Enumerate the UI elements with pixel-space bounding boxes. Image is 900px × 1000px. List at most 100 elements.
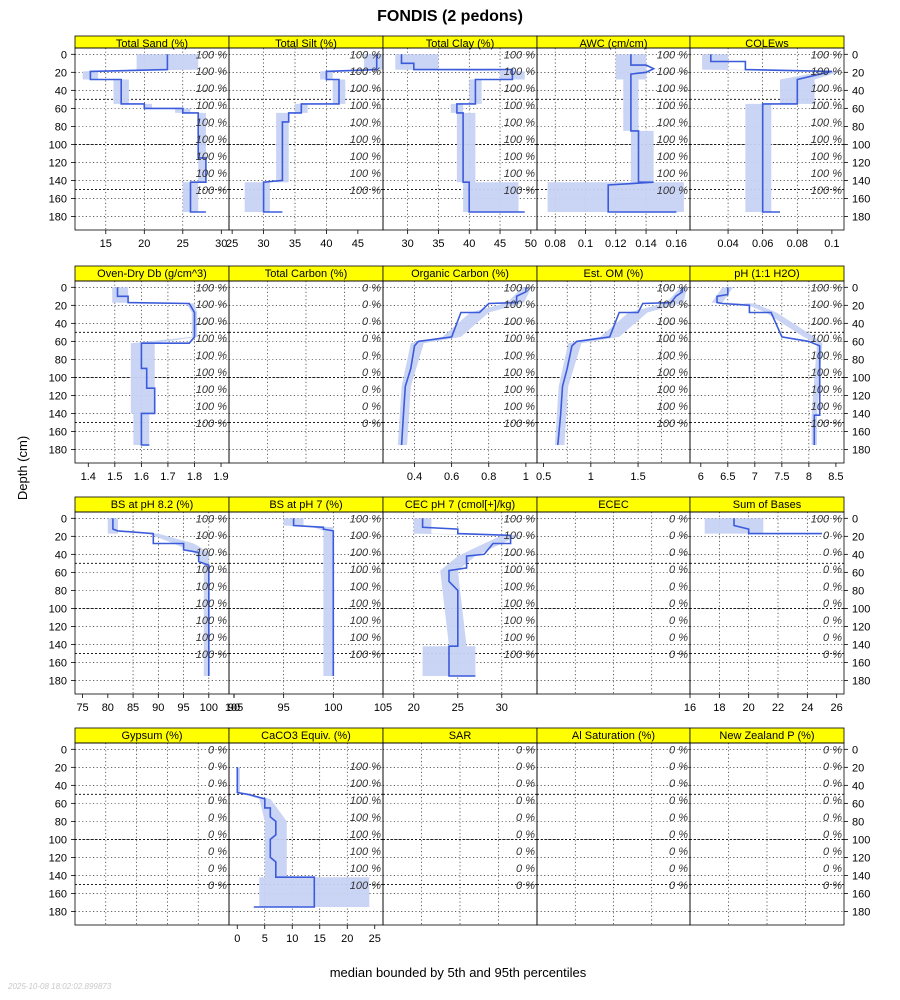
x-tick-label: 30 [496, 702, 508, 714]
completeness-label: 0 % [669, 649, 688, 661]
y-tick-label: 180 [49, 906, 67, 918]
panel: Total Clay (%) 100 % 100 % 100 % 100 % 100 % 1… [382, 35, 538, 250]
completeness-label: 100 % [350, 880, 381, 892]
y-tick-label: 180 [852, 906, 870, 918]
completeness-label: 0 % [823, 846, 842, 858]
completeness-label: 0 % [208, 795, 227, 807]
completeness-label: 100 % [811, 100, 842, 112]
x-tick-label: 22 [772, 702, 784, 714]
y-tick-label: 60 [55, 567, 67, 579]
completeness-label: 0 % [823, 744, 842, 756]
completeness-label: 100 % [504, 581, 535, 593]
completeness-label: 100 % [196, 185, 227, 197]
y-tick-label: 20 [852, 300, 864, 312]
x-tick-label: 75 [76, 702, 88, 714]
percentile-band [547, 54, 684, 212]
completeness-label: 100 % [350, 761, 381, 773]
panel-title: COLEws [745, 38, 789, 50]
completeness-label: 0 % [669, 880, 688, 892]
panel: Sum of Bases 100 % 0 % 0 % 0 % 0 % 0 % 0 % 0 % 0 … [684, 496, 870, 714]
y-tick-label: 120 [49, 852, 67, 864]
percentile-band [711, 287, 823, 445]
completeness-label: 100 % [350, 778, 381, 790]
completeness-label: 100 % [196, 100, 227, 112]
completeness-label: 100 % [196, 418, 227, 430]
completeness-label: 0 % [208, 880, 227, 892]
y-tick-label: 60 [55, 798, 67, 810]
x-tick-label: 20 [341, 933, 353, 945]
completeness-label: 100 % [657, 83, 688, 95]
completeness-label: 0 % [362, 401, 381, 413]
x-tick-label: 95 [278, 702, 290, 714]
median-line [89, 54, 207, 213]
completeness-label: 100 % [350, 168, 381, 180]
x-tick-label: 6.5 [720, 471, 735, 483]
completeness-label: 100 % [350, 564, 381, 576]
panel-title: Sum of Bases [733, 499, 802, 511]
x-tick-label: 100 [324, 702, 342, 714]
completeness-label: 100 % [350, 615, 381, 627]
completeness-label: 100 % [196, 367, 227, 379]
median-line [557, 287, 684, 446]
y-tick-label: 140 [49, 639, 67, 651]
grid [690, 512, 844, 694]
x-tick-label: 7.5 [774, 471, 789, 483]
panel: Oven-Dry Db (g/cm^3) 100 % 100 % 100 % 100 %… [49, 265, 230, 483]
completeness-label: 100 % [657, 66, 688, 78]
panel: pH (1:1 H2O) 100 % 100 % 100 % 100 % 100 % 100… [689, 265, 870, 483]
x-tick-label: 40 [463, 238, 475, 250]
panel-title: Total Clay (%) [426, 38, 494, 50]
y-tick-label: 180 [49, 444, 67, 456]
completeness-label: 100 % [657, 350, 688, 362]
completeness-label: 100 % [350, 530, 381, 542]
completeness-label: 0 % [362, 367, 381, 379]
completeness-label: 0 % [823, 829, 842, 841]
x-tick-label: 26 [831, 702, 843, 714]
y-tick-label: 140 [852, 870, 870, 882]
completeness-label: 100 % [504, 564, 535, 576]
completeness-label: 0 % [823, 632, 842, 644]
completeness-label: 100 % [196, 547, 227, 559]
x-tick-label: 50 [525, 238, 537, 250]
series [702, 54, 841, 213]
completeness-label: 100 % [504, 49, 535, 61]
completeness-label: 100 % [350, 100, 381, 112]
completeness-label: 100 % [504, 117, 535, 129]
completeness-label: 100 % [350, 598, 381, 610]
completeness-label: 100 % [811, 316, 842, 328]
completeness-label: 100 % [196, 151, 227, 163]
x-tick-label: 0.04 [717, 238, 738, 250]
y-tick-label: 80 [55, 121, 67, 133]
panel-frame [689, 47, 845, 231]
completeness-label: 0 % [516, 795, 535, 807]
panel: ECEC 0 % 0 % 0 % 0 % 0 % 0 % 0 % 0 % 0 % [536, 496, 691, 695]
grid [383, 743, 537, 925]
y-tick-label: 20 [55, 300, 67, 312]
x-tick-label: 1.4 [81, 471, 96, 483]
y-tick-label: 120 [49, 621, 67, 633]
y-tick-label: 100 [852, 603, 870, 615]
completeness-label: 100 % [196, 615, 227, 627]
y-tick-label: 80 [55, 354, 67, 366]
completeness-label: 0 % [208, 812, 227, 824]
y-tick-label: 120 [852, 621, 870, 633]
completeness-label: 100 % [196, 581, 227, 593]
y-tick-label: 100 [49, 372, 67, 384]
median-line [421, 518, 512, 677]
completeness-label: 0 % [208, 778, 227, 790]
completeness-label: 100 % [811, 168, 842, 180]
completeness-label: 0 % [516, 744, 535, 756]
x-tick-label: 1 [523, 471, 529, 483]
x-tick-label: 1.5 [107, 471, 122, 483]
completeness-label: 100 % [657, 299, 688, 311]
completeness-label: 100 % [350, 632, 381, 644]
y-tick-label: 0 [852, 49, 858, 61]
completeness-label: 0 % [823, 795, 842, 807]
percentile-band [395, 54, 525, 212]
grid [537, 512, 690, 694]
panel: AWC (cm/cm) 100 % 100 % 100 % 100 % 100 % 100 … [536, 35, 691, 250]
x-tick-label: 20 [138, 238, 150, 250]
x-tick-label: 105 [374, 702, 392, 714]
grid [690, 281, 844, 463]
completeness-label: 0 % [516, 778, 535, 790]
